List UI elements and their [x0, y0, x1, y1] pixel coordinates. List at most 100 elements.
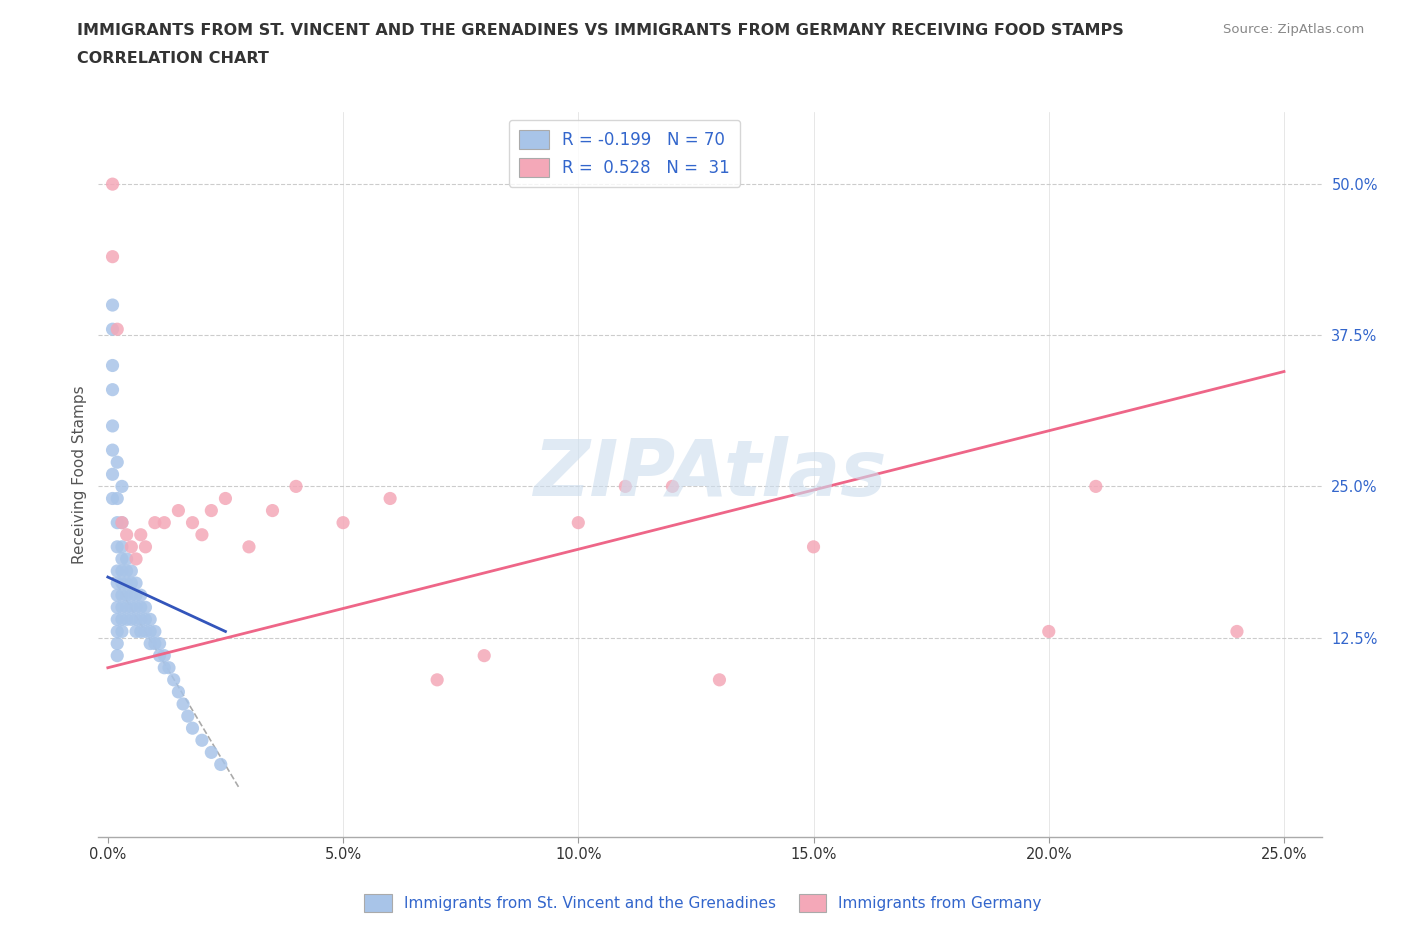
Point	[1084, 479, 1107, 494]
Point	[111, 600, 134, 615]
Point	[125, 576, 148, 591]
Point	[111, 551, 134, 566]
Point	[172, 697, 194, 711]
Legend: R = -0.199   N = 70, R =  0.528   N =  31: R = -0.199 N = 70, R = 0.528 N = 31	[509, 120, 740, 187]
Point	[285, 479, 308, 494]
Point	[139, 624, 162, 639]
Point	[115, 576, 138, 591]
Point	[101, 467, 124, 482]
Point	[105, 564, 128, 578]
Point	[105, 588, 128, 603]
Text: IMMIGRANTS FROM ST. VINCENT AND THE GRENADINES VS IMMIGRANTS FROM GERMANY RECEIV: IMMIGRANTS FROM ST. VINCENT AND THE GREN…	[77, 23, 1123, 38]
Point	[209, 757, 232, 772]
Point	[472, 648, 495, 663]
Point	[125, 612, 148, 627]
Point	[803, 539, 825, 554]
Point	[101, 491, 124, 506]
Point	[153, 648, 176, 663]
Point	[115, 588, 138, 603]
Point	[1226, 624, 1249, 639]
Point	[614, 479, 637, 494]
Point	[115, 527, 138, 542]
Point	[139, 636, 162, 651]
Point	[105, 515, 128, 530]
Point	[105, 322, 128, 337]
Point	[115, 600, 138, 615]
Point	[105, 491, 128, 506]
Point	[101, 382, 124, 397]
Point	[153, 515, 176, 530]
Point	[105, 624, 128, 639]
Point	[426, 672, 449, 687]
Point	[134, 624, 156, 639]
Point	[105, 648, 128, 663]
Point	[149, 648, 172, 663]
Point	[115, 564, 138, 578]
Point	[143, 515, 166, 530]
Point	[200, 503, 222, 518]
Point	[129, 612, 152, 627]
Point	[191, 733, 214, 748]
Y-axis label: Receiving Food Stamps: Receiving Food Stamps	[72, 385, 87, 564]
Point	[134, 539, 156, 554]
Point	[105, 600, 128, 615]
Point	[181, 515, 204, 530]
Point	[111, 515, 134, 530]
Text: ZIPAtlas: ZIPAtlas	[533, 436, 887, 512]
Point	[214, 491, 236, 506]
Point	[115, 612, 138, 627]
Point	[115, 551, 138, 566]
Point	[105, 539, 128, 554]
Point	[143, 624, 166, 639]
Point	[143, 636, 166, 651]
Point	[134, 612, 156, 627]
Point	[111, 588, 134, 603]
Point	[134, 600, 156, 615]
Point	[111, 539, 134, 554]
Point	[101, 443, 124, 458]
Point	[120, 612, 142, 627]
Point	[661, 479, 683, 494]
Point	[111, 564, 134, 578]
Point	[167, 684, 190, 699]
Point	[129, 588, 152, 603]
Point	[125, 588, 148, 603]
Point	[177, 709, 200, 724]
Point	[139, 612, 162, 627]
Point	[167, 503, 190, 518]
Point	[105, 636, 128, 651]
Point	[105, 612, 128, 627]
Point	[567, 515, 589, 530]
Text: Source: ZipAtlas.com: Source: ZipAtlas.com	[1223, 23, 1364, 36]
Point	[129, 527, 152, 542]
Point	[120, 600, 142, 615]
Point	[111, 624, 134, 639]
Point	[129, 600, 152, 615]
Point	[101, 358, 124, 373]
Point	[101, 177, 124, 192]
Point	[181, 721, 204, 736]
Point	[157, 660, 180, 675]
Legend: Immigrants from St. Vincent and the Grenadines, Immigrants from Germany: Immigrants from St. Vincent and the Gren…	[359, 888, 1047, 918]
Point	[120, 564, 142, 578]
Point	[125, 551, 148, 566]
Point	[191, 527, 214, 542]
Text: CORRELATION CHART: CORRELATION CHART	[77, 51, 269, 66]
Point	[200, 745, 222, 760]
Point	[120, 539, 142, 554]
Point	[238, 539, 260, 554]
Point	[332, 515, 354, 530]
Point	[1038, 624, 1060, 639]
Point	[129, 624, 152, 639]
Point	[101, 418, 124, 433]
Point	[125, 600, 148, 615]
Point	[163, 672, 186, 687]
Point	[101, 298, 124, 312]
Point	[101, 249, 124, 264]
Point	[378, 491, 401, 506]
Point	[105, 455, 128, 470]
Point	[709, 672, 731, 687]
Point	[105, 576, 128, 591]
Point	[111, 515, 134, 530]
Point	[262, 503, 284, 518]
